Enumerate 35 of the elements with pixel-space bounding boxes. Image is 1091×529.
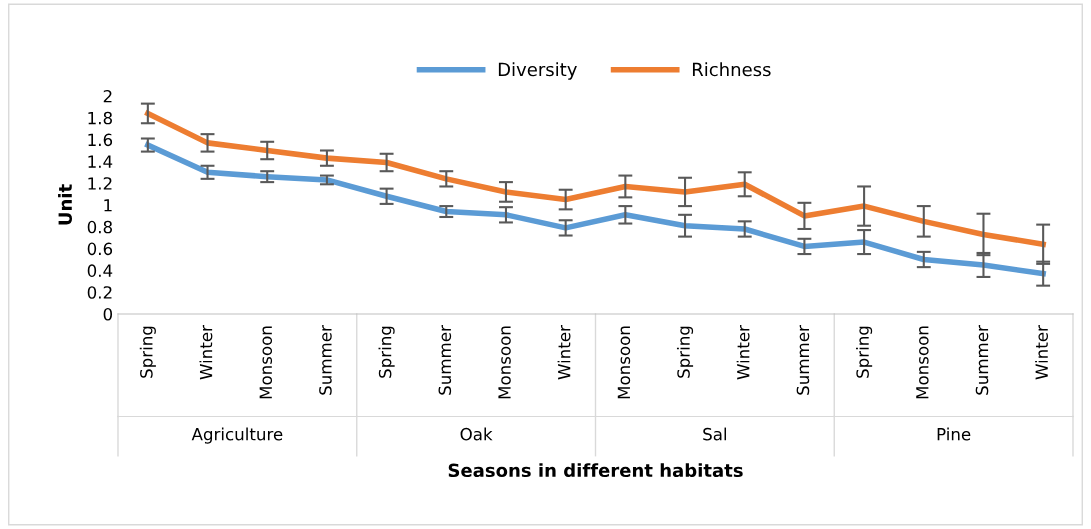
x-tick-label: Monsoon — [259, 326, 273, 399]
x-tick-label: Winter — [199, 325, 213, 380]
y-tick-label: 0 — [103, 307, 113, 321]
text: Agriculture — [191, 427, 283, 444]
x-tick-label: Spring — [676, 326, 694, 378]
x-tick-label: Winter — [557, 325, 571, 380]
text: Pine — [937, 427, 971, 441]
x-tick-label: Winter — [1035, 325, 1048, 380]
x-tick-label: Monsoon — [916, 326, 929, 399]
y-tick-label: 1 — [104, 199, 112, 212]
text: Oak — [460, 427, 493, 441]
y-tick-label: 2 — [103, 89, 112, 103]
x-tick-label: Summer — [438, 325, 452, 395]
x-tick-label: Spring — [378, 326, 395, 378]
x-tick-label: Winter — [736, 325, 750, 380]
x-axis-title: Seasons in different habitats — [448, 463, 743, 478]
x-tick-label: Summer — [975, 325, 989, 395]
x-tick-label: Summer — [319, 325, 332, 395]
x-tick-label: Spring — [856, 326, 873, 378]
y-tick-label: 1.2 — [88, 177, 112, 190]
x-tick-label: Monsoon — [498, 326, 511, 399]
y-tick-label: 0.2 — [87, 286, 112, 299]
y-tick-label: 0.4 — [87, 264, 113, 277]
legend-label: Diversity — [498, 62, 577, 80]
x-tick-label: Spring — [139, 326, 156, 378]
y-tick-label: 1.8 — [88, 111, 112, 125]
legend-label: Richness — [692, 62, 771, 77]
text: Sal — [703, 427, 727, 441]
y-tick-label: 0.6 — [87, 242, 113, 256]
y-tick-label: 1.6 — [88, 133, 113, 147]
y-tick-label: 0.8 — [87, 220, 112, 234]
x-tick-label: Summer — [796, 325, 810, 395]
x-tick-label: Monsoon — [617, 326, 631, 399]
y-axis-title: Unit — [58, 184, 73, 225]
y-tick-label: 1.4 — [88, 155, 113, 168]
